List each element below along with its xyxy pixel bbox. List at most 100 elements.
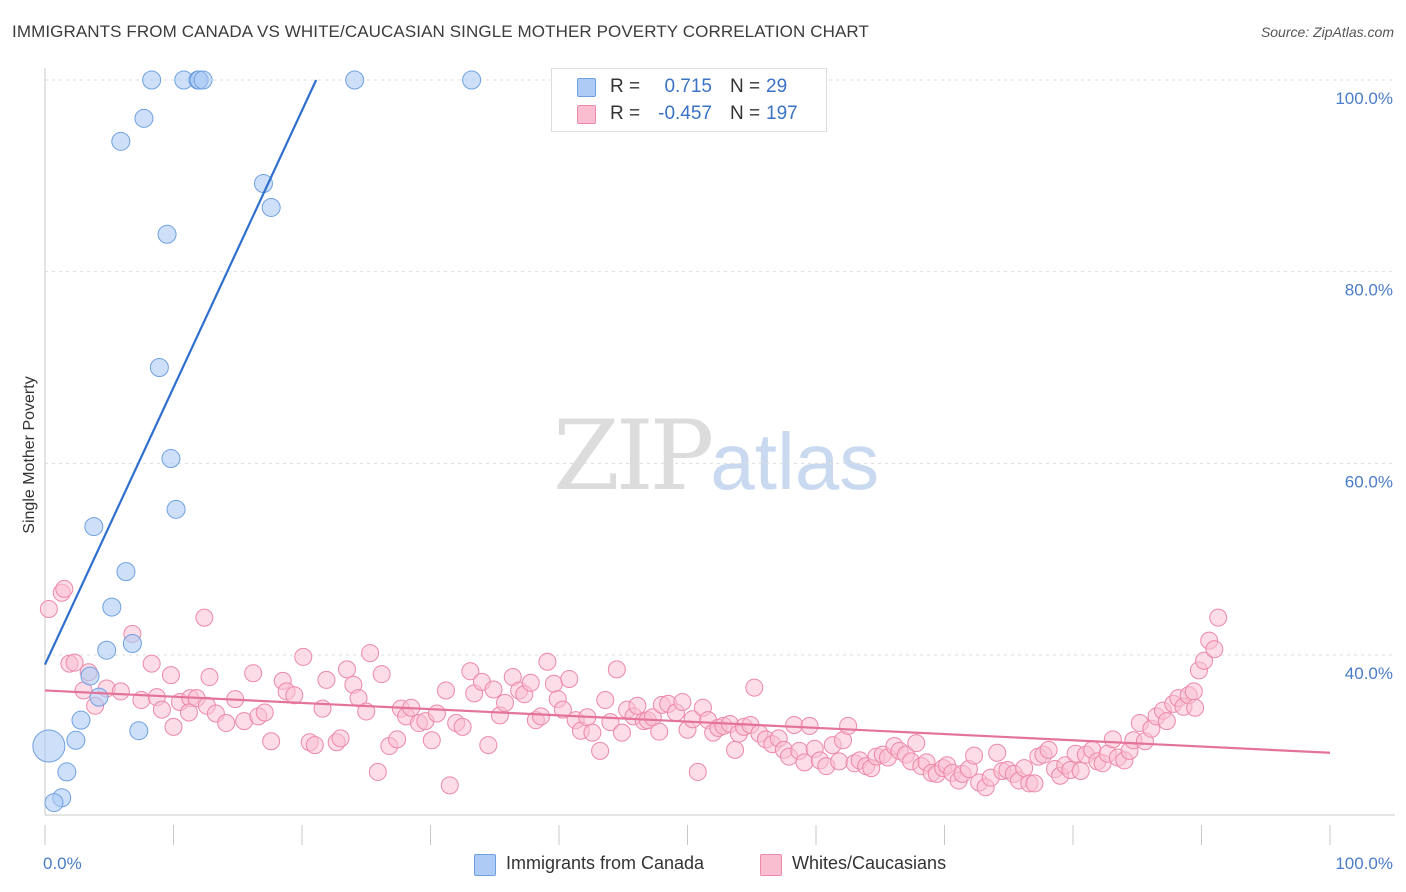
point-whites bbox=[628, 696, 647, 715]
point-canada bbox=[89, 687, 109, 707]
point-whites bbox=[532, 707, 551, 726]
point-canada bbox=[44, 793, 64, 813]
point-whites bbox=[368, 762, 387, 781]
point-whites bbox=[294, 647, 313, 666]
series-canada-points bbox=[32, 70, 482, 813]
r-value: -0.457 bbox=[658, 103, 712, 124]
point-canada bbox=[97, 640, 117, 660]
point-whites bbox=[560, 669, 579, 688]
point-whites bbox=[726, 740, 745, 759]
legend-swatch-canada bbox=[474, 854, 496, 876]
point-whites bbox=[1025, 774, 1044, 793]
point-whites bbox=[988, 743, 1007, 762]
point-whites bbox=[255, 703, 274, 722]
x-tick-label-max: 100.0% bbox=[1335, 854, 1393, 873]
y-tick-label: 100.0% bbox=[1335, 89, 1393, 108]
n-label: N = bbox=[730, 103, 761, 124]
point-whites bbox=[195, 608, 214, 627]
point-whites bbox=[305, 736, 324, 755]
point-whites bbox=[244, 664, 263, 683]
point-whites bbox=[142, 654, 161, 673]
point-whites bbox=[591, 741, 610, 760]
point-whites bbox=[544, 674, 563, 693]
point-whites bbox=[479, 736, 498, 755]
gridlines bbox=[45, 79, 1395, 656]
point-whites bbox=[179, 703, 198, 722]
point-canada bbox=[32, 729, 66, 763]
point-whites bbox=[1184, 682, 1203, 701]
legend-swatch-whites bbox=[577, 105, 596, 124]
point-canada bbox=[253, 174, 273, 193]
point-whites bbox=[1186, 698, 1205, 717]
series-whites-points bbox=[39, 579, 1228, 797]
point-whites bbox=[496, 693, 515, 712]
point-whites bbox=[1015, 759, 1034, 778]
n-label: N = bbox=[730, 76, 761, 97]
point-whites bbox=[553, 700, 572, 719]
point-whites bbox=[361, 644, 380, 663]
point-whites bbox=[1103, 730, 1122, 749]
x-tick-label-min: 0.0% bbox=[43, 854, 82, 873]
point-whites bbox=[800, 716, 819, 735]
stats-legend: R = 0.715 N = 29 R = -0.457 N = 197 bbox=[551, 68, 827, 132]
n-value: 197 bbox=[766, 103, 798, 124]
point-canada bbox=[116, 562, 136, 582]
trendline-canada bbox=[44, 79, 318, 666]
point-whites bbox=[596, 691, 615, 710]
point-whites bbox=[372, 665, 391, 684]
point-canada bbox=[84, 517, 104, 537]
point-canada bbox=[345, 70, 365, 90]
point-whites bbox=[839, 716, 858, 735]
point-whites bbox=[1071, 761, 1090, 780]
legend-swatch-canada bbox=[577, 78, 596, 97]
point-canada bbox=[111, 131, 131, 151]
point-whites bbox=[200, 668, 219, 687]
legend-row-whites: R = -0.457 N = 197 bbox=[552, 101, 826, 127]
tick-labels: 100.0% 80.0% 60.0% 40.0% 0.0% 100.0% bbox=[43, 89, 1393, 873]
point-whites bbox=[1157, 712, 1176, 731]
trend-lines bbox=[44, 79, 1331, 754]
point-whites bbox=[583, 723, 602, 742]
n-value: 29 bbox=[766, 76, 788, 97]
watermark-atlas: atlas bbox=[710, 417, 880, 506]
point-canada bbox=[122, 634, 142, 653]
point-whites bbox=[521, 673, 540, 692]
point-canada bbox=[149, 358, 169, 377]
point-whites bbox=[673, 692, 692, 711]
point-whites bbox=[285, 686, 304, 705]
point-whites bbox=[427, 704, 446, 723]
point-whites bbox=[830, 752, 849, 771]
chart-title: IMMIGRANTS FROM CANADA VS WHITE/CAUCASIA… bbox=[12, 22, 869, 41]
watermark-zip: ZIP bbox=[553, 400, 714, 512]
r-value: 0.715 bbox=[664, 76, 712, 97]
point-canada bbox=[157, 224, 177, 244]
point-whites bbox=[440, 776, 459, 795]
point-whites bbox=[1205, 640, 1224, 659]
point-whites bbox=[337, 660, 356, 679]
point-whites bbox=[965, 746, 984, 765]
point-canada bbox=[71, 710, 91, 730]
point-canada bbox=[102, 597, 122, 617]
legend-label-canada: Immigrants from Canada bbox=[506, 853, 705, 873]
point-whites bbox=[164, 717, 183, 736]
y-tick-label: 60.0% bbox=[1345, 472, 1393, 491]
point-whites bbox=[111, 682, 130, 701]
point-whites bbox=[607, 660, 626, 679]
point-whites bbox=[152, 700, 171, 719]
point-canada bbox=[261, 197, 281, 217]
point-whites bbox=[1195, 651, 1214, 670]
r-label: R = bbox=[610, 76, 641, 97]
point-whites bbox=[612, 723, 631, 742]
point-whites bbox=[39, 600, 58, 618]
y-tick-label: 80.0% bbox=[1345, 281, 1393, 300]
legend-label-whites: Whites/Caucasians bbox=[792, 853, 947, 873]
legend-row-canada: R = 0.715 N = 29 bbox=[552, 74, 826, 100]
point-whites bbox=[217, 714, 236, 733]
point-whites bbox=[484, 680, 503, 699]
point-whites bbox=[461, 662, 480, 681]
point-whites bbox=[538, 652, 557, 671]
point-whites bbox=[388, 730, 407, 749]
point-canada bbox=[66, 730, 86, 750]
point-whites bbox=[55, 579, 74, 598]
